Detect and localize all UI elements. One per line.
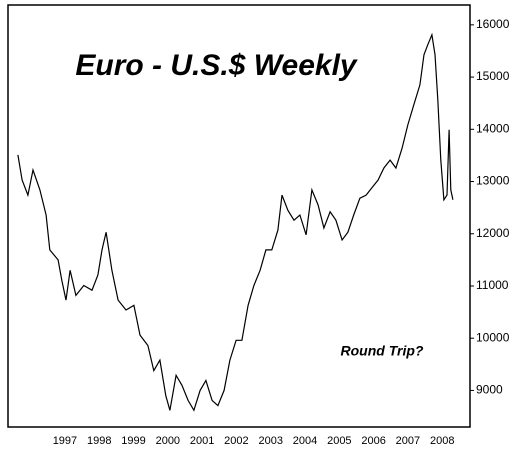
plot-frame (7, 4, 471, 428)
x-tick-label: 2003 (258, 435, 282, 447)
x-tick-label: 1998 (87, 435, 111, 447)
y-tick-label: 11000 (476, 278, 509, 292)
x-tick-label: 2002 (224, 435, 248, 447)
x-tick-label: 1997 (53, 435, 77, 447)
y-tick-label: 12000 (476, 226, 510, 240)
x-tick-label: 2004 (293, 435, 317, 447)
x-tick-label: 2007 (396, 435, 420, 447)
annotation: Round Trip? (341, 343, 424, 359)
y-tick-label: 16000 (476, 17, 510, 31)
y-tick-label: 14000 (476, 121, 510, 135)
y-tick-label: 15000 (476, 69, 510, 83)
y-tick-label: 10000 (476, 330, 510, 344)
chart-title: Euro - U.S.$ Weekly (75, 49, 358, 82)
y-tick-label: 13000 (476, 174, 510, 188)
x-tick-label: 2001 (190, 435, 214, 447)
x-tick-label: 1999 (121, 435, 145, 447)
x-tick-label: 2006 (361, 435, 385, 447)
y-tick-label: 9000 (476, 383, 503, 397)
x-tick-label: 2000 (156, 435, 180, 447)
x-tick-label: 2005 (327, 435, 351, 447)
price-line (17, 32, 454, 412)
x-tick-label: 2008 (430, 435, 454, 447)
